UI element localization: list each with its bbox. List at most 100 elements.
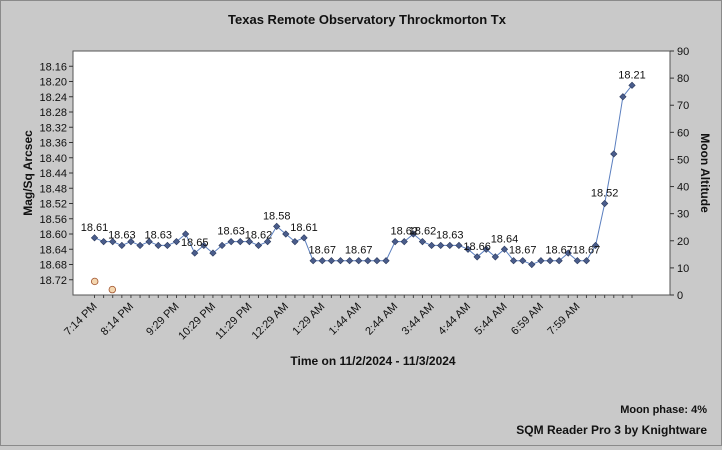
moon-phase-text: Moon phase: 4%: [620, 404, 707, 416]
y-tick-label: 18.56: [39, 214, 67, 226]
credit-text: SQM Reader Pro 3 by Knightware: [516, 423, 707, 437]
sqm-point: [236, 238, 244, 246]
x-tick-label: 8:14 PM: [99, 301, 136, 338]
sqm-point: [109, 238, 117, 246]
sqm-point: [491, 253, 499, 261]
y-tick-label: 18.36: [39, 138, 67, 150]
data-label: 18.67: [308, 245, 336, 257]
y2-tick-label: 90: [677, 46, 689, 58]
sqm-point: [154, 241, 162, 250]
y-axis-label: Mag/Sq Arcsec: [21, 130, 35, 216]
sqm-point: [391, 238, 399, 246]
x-tick-label: 5:44 AM: [473, 301, 510, 338]
sqm-point: [181, 230, 190, 238]
data-label: 18.66: [463, 241, 491, 253]
data-label: 18.63: [145, 229, 173, 241]
moon-altitude-point: [90, 277, 99, 286]
y2-tick-label: 30: [677, 209, 689, 221]
sqm-point: [309, 257, 317, 265]
sqm-point: [336, 257, 345, 265]
sqm-point: [254, 241, 263, 250]
sqm-point: [300, 234, 308, 242]
data-label: 18.63: [436, 229, 464, 241]
plot-area: [72, 50, 671, 296]
sqm-point: [446, 241, 454, 250]
y-axis: 18.16 18.20 18.24 18.28 18.32 18.36 18.40 18.44…: [39, 61, 73, 287]
y2-tick-label: 60: [677, 127, 689, 139]
y2-axis: 0 10 20 30 40 50 60 70 80 90: [670, 46, 689, 302]
sqm-point: [519, 257, 527, 265]
sqm-point: [528, 260, 536, 269]
y2-tick-label: 50: [677, 154, 689, 166]
data-label: 18.64: [491, 233, 519, 245]
data-label: 18.65: [181, 237, 209, 249]
data-label: 18.67: [345, 245, 373, 257]
y-tick-label: 18.28: [39, 107, 67, 119]
sqm-point: [427, 241, 436, 250]
sqm-point: [537, 257, 545, 265]
sqm-point: [473, 253, 481, 261]
sqm-point: [555, 257, 563, 265]
sqm-point: [291, 238, 299, 246]
y2-tick-label: 20: [677, 236, 689, 248]
sqm-point: [90, 234, 99, 242]
sqm-point: [227, 238, 235, 246]
y2-tick-label: 80: [677, 73, 689, 85]
data-label: 18.67: [573, 245, 601, 257]
sqm-point: [273, 222, 281, 230]
x-tick-label: 2:44 AM: [363, 301, 400, 338]
sqm-point: [409, 230, 417, 238]
sqm-point: [145, 238, 153, 246]
sqm-point: [172, 238, 181, 246]
data-label: 18.58: [263, 210, 291, 222]
x-tick-label: 9:29 PM: [144, 301, 181, 338]
sqm-point: [610, 150, 618, 158]
sqm-point: [601, 199, 609, 208]
sqm-point: [191, 249, 199, 257]
data-label: 18.61: [81, 222, 109, 234]
y-tick-label: 18.72: [39, 275, 67, 287]
sqm-point: [455, 241, 463, 250]
sqm-point: [437, 241, 445, 250]
sqm-point: [245, 238, 253, 246]
x-tick-label: 12:29 AM: [250, 301, 291, 342]
data-label: 18.67: [509, 245, 537, 257]
sqm-point: [327, 257, 335, 265]
x-tick-label: 7:59 AM: [545, 301, 582, 338]
x-tick-label: 3:44 AM: [400, 301, 437, 338]
sqm-point: [546, 257, 554, 265]
x-tick-label: 7:14 PM: [62, 301, 99, 338]
sqm-point: [464, 245, 472, 253]
sqm-point: [619, 93, 627, 101]
data-label: 18.62: [409, 226, 437, 238]
y-tick-label: 18.68: [39, 260, 67, 272]
sqm-point: [218, 241, 226, 250]
y-tick-label: 18.24: [39, 92, 67, 104]
data-label: 18.62: [390, 226, 418, 238]
x-tick-label: 1:29 AM: [290, 301, 327, 338]
sqm-point: [382, 257, 390, 265]
y-tick-label: 18.52: [39, 199, 67, 211]
sqm-point: [163, 241, 172, 250]
sqm-point: [136, 241, 144, 250]
y-tick-label: 18.44: [39, 168, 67, 180]
data-label: 18.52: [591, 188, 619, 200]
sqm-point: [509, 257, 518, 265]
sqm-point: [200, 241, 208, 250]
data-label: 18.62: [245, 229, 273, 241]
sqm-point: [373, 257, 381, 265]
chart-title: Texas Remote Observatory Throckmorton Tx: [228, 12, 507, 27]
sqm-point: [118, 241, 126, 250]
sqm-point: [582, 257, 591, 265]
sqm-point: [400, 238, 408, 246]
y-tick-label: 18.20: [39, 77, 67, 89]
sqm-point: [482, 245, 490, 253]
sqm-point: [591, 241, 600, 250]
sqm-point: [345, 257, 354, 265]
sqm-point: [573, 257, 581, 265]
x-tick-label: 6:59 AM: [509, 301, 546, 338]
